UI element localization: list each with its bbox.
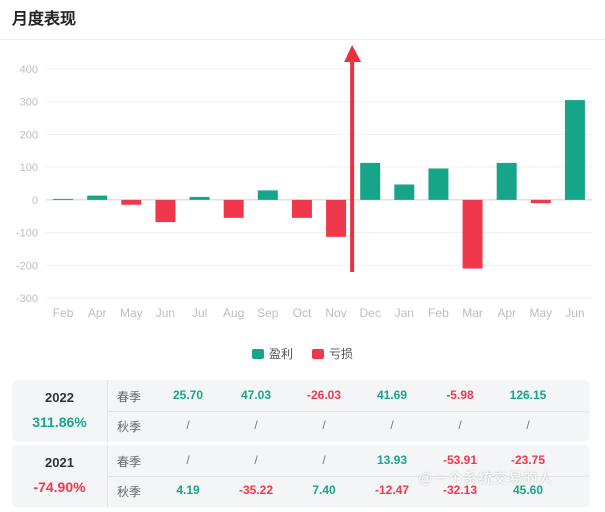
y-tick-label: 100 bbox=[20, 162, 38, 174]
season-label: 春季 bbox=[117, 455, 142, 469]
y-tick-label: 400 bbox=[20, 64, 38, 76]
legend-label-profit: 盈利 bbox=[269, 347, 294, 361]
y-tick-label: -200 bbox=[16, 260, 38, 272]
y-tick-label: -100 bbox=[16, 228, 38, 240]
bar[interactable] bbox=[462, 199, 483, 269]
annotation-arrow bbox=[344, 45, 362, 272]
monthly-value-cell: -26.03 bbox=[306, 388, 342, 402]
year-label: 2021 bbox=[45, 455, 74, 470]
page-title: 月度表现 bbox=[12, 11, 77, 28]
x-tick-label: Feb bbox=[428, 306, 449, 320]
bar[interactable] bbox=[326, 199, 347, 237]
legend-swatch-loss bbox=[312, 348, 324, 359]
x-tick-label: Oct bbox=[293, 306, 312, 320]
season-label: 秋季 bbox=[117, 420, 142, 434]
monthly-value-cell: / bbox=[322, 418, 326, 432]
x-tick-label: May bbox=[529, 306, 552, 320]
year-total-return: 311.86% bbox=[32, 414, 87, 430]
x-tick-label: Jul bbox=[192, 306, 207, 320]
y-tick-label: 200 bbox=[20, 129, 38, 141]
y-tick-label: 300 bbox=[20, 97, 38, 109]
x-tick-label: Apr bbox=[497, 306, 516, 320]
title-divider bbox=[0, 39, 605, 40]
arrow-head bbox=[344, 45, 362, 62]
season-label: 春季 bbox=[117, 390, 142, 404]
x-tick-label: Jun bbox=[565, 306, 584, 320]
monthly-value-cell: 13.93 bbox=[376, 453, 408, 467]
watermark: @一个系统交易的人 bbox=[418, 470, 554, 486]
year-total-return: -74.90% bbox=[33, 479, 86, 495]
bar[interactable] bbox=[121, 199, 142, 205]
x-tick-label: Sep bbox=[257, 306, 279, 320]
monthly-value-cell: / bbox=[390, 418, 394, 432]
year-summary: 2022 311.86% bbox=[12, 380, 108, 442]
bar[interactable] bbox=[394, 184, 415, 200]
monthly-value-cell: / bbox=[186, 418, 190, 432]
y-tick-label: 0 bbox=[32, 195, 38, 207]
monthly-value-cell: -32.13 bbox=[442, 483, 478, 497]
bar[interactable] bbox=[189, 196, 210, 200]
monthly-value-cell: 4.19 bbox=[176, 483, 200, 497]
bar[interactable] bbox=[428, 168, 449, 200]
monthly-bar-chart: 400 300 200 100 0 -100 -200 -300 Feb Apr May Jun Ju… bbox=[16, 45, 592, 320]
x-tick-label: Mar bbox=[462, 306, 483, 320]
monthly-value-cell: 126.15 bbox=[509, 388, 547, 402]
bar[interactable] bbox=[87, 195, 108, 200]
monthly-value-cell: / bbox=[254, 453, 258, 467]
row-divider bbox=[108, 411, 590, 412]
monthly-value-cell: / bbox=[526, 418, 530, 432]
year-summary: 2021 -74.90% bbox=[12, 445, 108, 507]
monthly-value-cell: 45.60 bbox=[512, 483, 544, 497]
y-tick-label: -300 bbox=[16, 293, 38, 305]
legend-label-loss: 亏损 bbox=[329, 347, 354, 361]
monthly-value-cell: -5.98 bbox=[446, 388, 474, 402]
season-label: 秋季 bbox=[117, 485, 142, 499]
x-tick-label: Nov bbox=[325, 306, 346, 320]
x-tick-label: Dec bbox=[360, 306, 381, 320]
monthly-value-cell: / bbox=[458, 418, 462, 432]
bar[interactable] bbox=[496, 162, 517, 200]
monthly-value-cell: -23.75 bbox=[510, 453, 546, 467]
bar[interactable] bbox=[223, 199, 244, 218]
year-panel-2021: 2021 -74.90% 春季 / / / 13.93 -53.91 -23.75 秋季 4.19 -… bbox=[12, 445, 590, 507]
monthly-value-cell: -35.22 bbox=[238, 483, 274, 497]
x-tick-label: May bbox=[120, 306, 143, 320]
x-tick-label: Aug bbox=[223, 306, 244, 320]
row-divider bbox=[108, 476, 590, 477]
arrow-shaft bbox=[350, 60, 355, 272]
year-label: 2022 bbox=[45, 390, 74, 405]
bar[interactable] bbox=[564, 100, 585, 200]
monthly-value-cell: 47.03 bbox=[240, 388, 272, 402]
monthly-value-cell: -12.47 bbox=[374, 483, 410, 497]
monthly-value-cell: / bbox=[254, 418, 258, 432]
legend-item-profit[interactable]: 盈利 bbox=[252, 345, 293, 362]
chart-legend: 盈利 亏损 bbox=[0, 345, 605, 361]
x-tick-label: Jan bbox=[395, 306, 414, 320]
bar[interactable] bbox=[257, 190, 278, 200]
year-panel-2022: 2022 311.86% 春季 25.70 47.03 -26.03 41.69 -5.98 1… bbox=[12, 380, 590, 442]
monthly-value-cell: 41.69 bbox=[376, 388, 408, 402]
x-tick-label: Jun bbox=[156, 306, 175, 320]
bar[interactable] bbox=[291, 199, 312, 218]
monthly-value-cell: / bbox=[186, 453, 190, 467]
x-tick-label: Apr bbox=[88, 306, 107, 320]
monthly-value-cell: 25.70 bbox=[172, 388, 204, 402]
monthly-value-cell: / bbox=[322, 453, 326, 467]
monthly-value-cell: -53.91 bbox=[442, 453, 478, 467]
bar[interactable] bbox=[155, 199, 176, 223]
x-tick-label: Feb bbox=[53, 306, 74, 320]
bar[interactable] bbox=[530, 199, 551, 204]
monthly-value-cell: 7.40 bbox=[312, 483, 336, 497]
legend-item-loss[interactable]: 亏损 bbox=[312, 345, 353, 362]
bar[interactable] bbox=[53, 198, 74, 200]
bar[interactable] bbox=[360, 162, 381, 200]
legend-swatch-profit bbox=[252, 348, 264, 359]
